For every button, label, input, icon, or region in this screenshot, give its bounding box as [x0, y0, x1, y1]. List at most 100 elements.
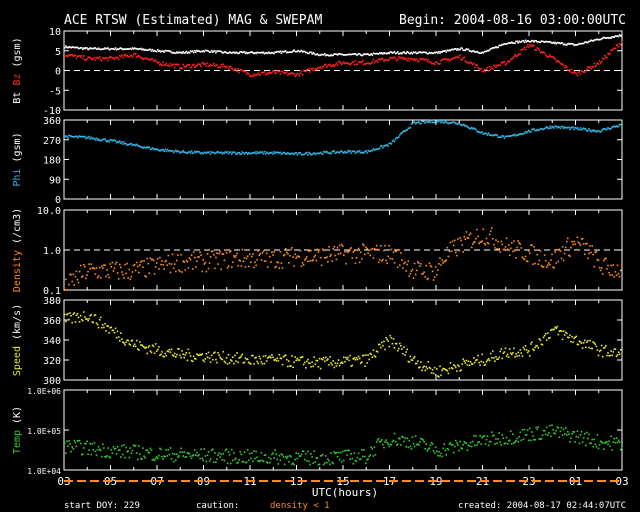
data-point — [496, 248, 498, 250]
data-point — [338, 152, 341, 154]
data-point — [310, 153, 312, 156]
data-point — [618, 441, 621, 443]
data-point — [585, 41, 587, 43]
data-point — [541, 128, 544, 131]
data-point — [571, 433, 573, 435]
data-point — [458, 249, 460, 252]
data-point — [253, 363, 255, 365]
data-point — [461, 363, 463, 365]
data-point — [560, 426, 563, 429]
data-point — [526, 130, 529, 133]
data-point — [168, 65, 171, 67]
data-point — [180, 254, 182, 256]
data-point — [240, 355, 243, 357]
data-point — [269, 52, 271, 54]
data-point — [175, 63, 177, 66]
data-point — [159, 447, 161, 450]
data-point — [396, 443, 399, 445]
data-point — [567, 430, 569, 433]
data-point — [154, 50, 157, 53]
data-point — [428, 61, 431, 63]
data-point — [275, 72, 277, 75]
data-point — [96, 276, 99, 279]
data-point — [395, 250, 398, 252]
data-point — [241, 460, 244, 463]
data-point — [271, 71, 273, 74]
data-point — [462, 358, 464, 360]
data-point — [548, 127, 550, 130]
data-point — [548, 55, 550, 58]
data-point — [463, 124, 466, 126]
data-point — [593, 39, 596, 41]
data-point — [404, 52, 406, 55]
data-point — [271, 453, 273, 456]
data-point — [609, 37, 611, 39]
data-point — [357, 151, 360, 153]
data-point — [521, 48, 524, 51]
data-point — [569, 70, 571, 73]
data-point — [593, 129, 596, 131]
data-point — [487, 69, 490, 72]
data-point — [278, 267, 281, 269]
data-point — [566, 44, 568, 46]
data-point — [64, 47, 66, 49]
data-point — [303, 70, 306, 73]
data-point — [576, 236, 579, 238]
data-point — [335, 151, 338, 154]
data-point — [238, 459, 240, 461]
data-point — [503, 137, 506, 139]
data-point — [83, 264, 85, 266]
data-point — [494, 443, 496, 445]
data-point — [245, 358, 248, 361]
data-point — [517, 134, 519, 136]
data-point — [444, 57, 447, 60]
data-point — [586, 243, 588, 245]
data-point — [133, 52, 136, 55]
data-point — [170, 150, 173, 152]
data-point — [277, 50, 280, 53]
data-point — [371, 356, 374, 358]
data-point — [545, 126, 548, 128]
data-point — [564, 427, 567, 429]
data-point — [609, 52, 611, 55]
data-point — [198, 256, 200, 258]
data-point — [520, 247, 523, 249]
data-point — [581, 237, 584, 240]
data-point — [373, 354, 376, 357]
data-point — [411, 58, 414, 60]
data-point — [273, 70, 275, 72]
data-point — [330, 65, 332, 67]
data-point — [549, 125, 551, 128]
data-point — [373, 247, 376, 250]
data-point — [336, 54, 339, 56]
data-point — [325, 151, 327, 153]
data-point — [474, 240, 476, 243]
data-point — [189, 50, 192, 52]
data-point — [308, 68, 310, 70]
data-point — [75, 314, 78, 316]
data-point — [391, 440, 394, 443]
data-point — [563, 252, 566, 255]
data-point — [237, 361, 239, 364]
data-point — [558, 436, 561, 439]
data-point — [350, 365, 352, 367]
data-point — [412, 59, 415, 61]
data-point — [596, 258, 599, 261]
data-point — [582, 437, 585, 439]
data-point — [413, 58, 416, 60]
data-point — [572, 243, 574, 246]
data-point — [311, 153, 313, 156]
data-point — [400, 57, 402, 59]
data-point — [459, 123, 461, 126]
data-point — [348, 53, 350, 56]
data-point — [171, 253, 174, 256]
data-point — [595, 445, 598, 448]
data-point — [576, 127, 579, 129]
data-point — [604, 346, 606, 349]
data-point — [243, 70, 246, 73]
data-point — [365, 53, 367, 56]
data-point — [252, 152, 254, 154]
data-point — [461, 59, 463, 61]
data-point — [300, 49, 303, 52]
